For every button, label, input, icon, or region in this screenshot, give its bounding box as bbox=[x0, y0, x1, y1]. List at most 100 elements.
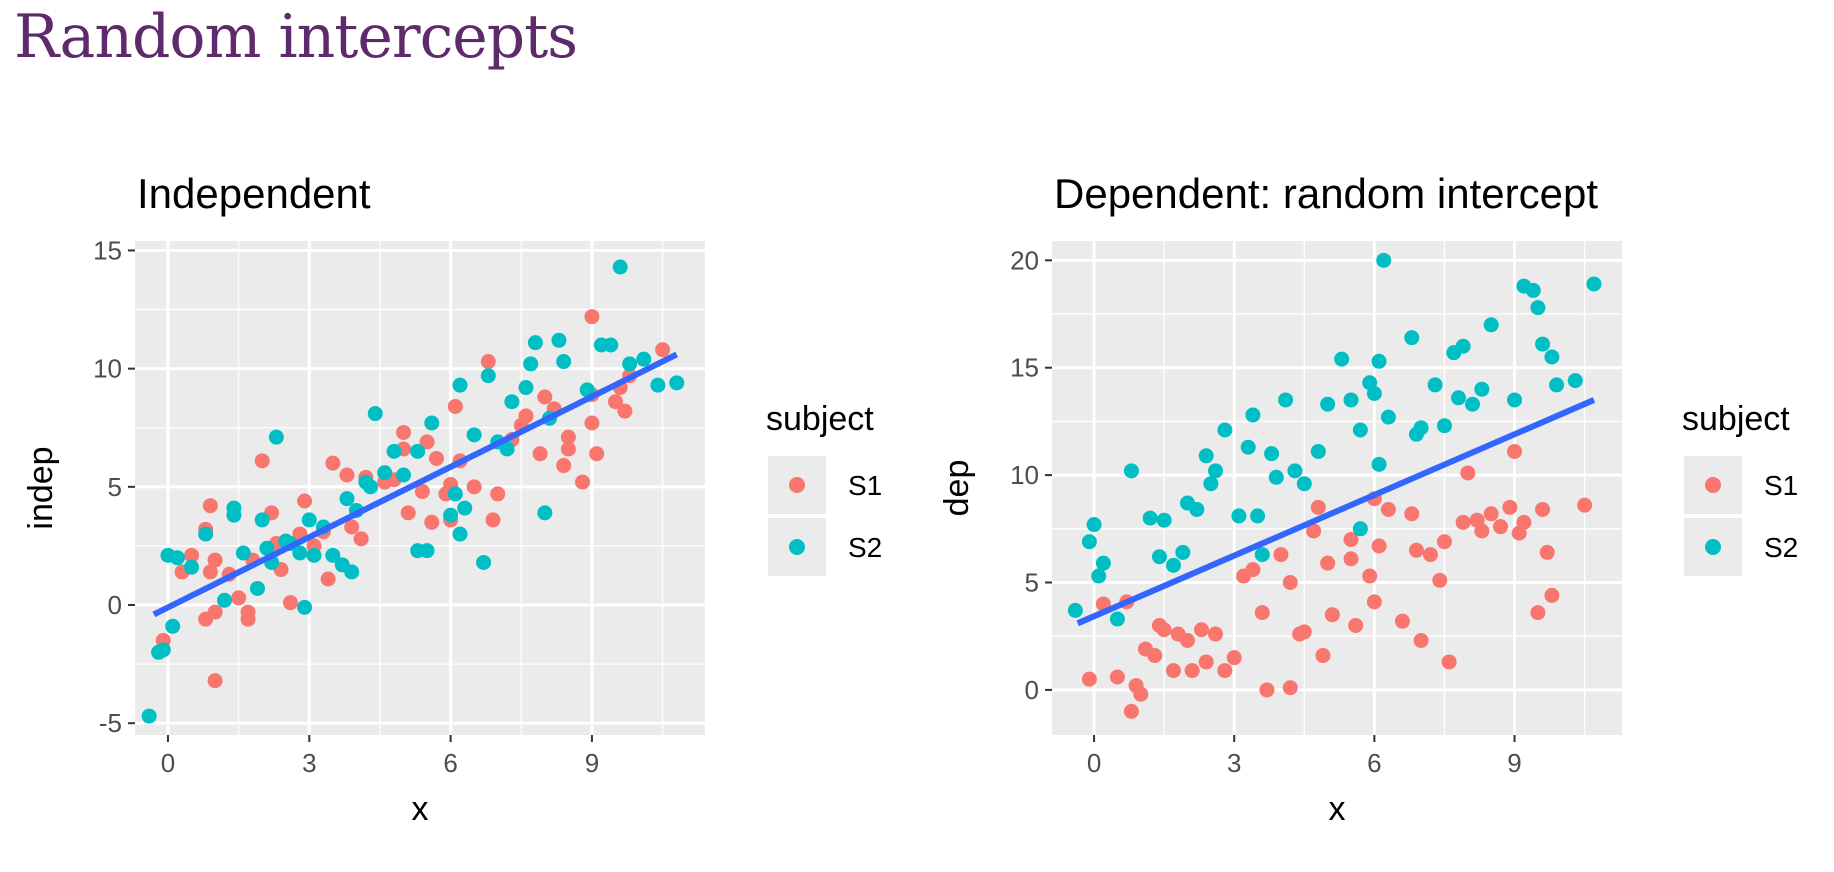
data-point-s1 bbox=[466, 479, 482, 495]
data-point-s2 bbox=[523, 356, 539, 372]
data-point-s1 bbox=[1179, 632, 1195, 648]
data-point-s1 bbox=[1348, 617, 1364, 633]
data-point-s1 bbox=[1320, 555, 1336, 571]
data-point-s2 bbox=[527, 335, 543, 351]
data-point-s1 bbox=[400, 505, 416, 521]
x-tick-label: 6 bbox=[1367, 748, 1381, 778]
data-point-s2 bbox=[1366, 385, 1382, 401]
data-point-s2 bbox=[217, 592, 233, 608]
data-point-s2 bbox=[1474, 381, 1490, 397]
data-point-s2 bbox=[1352, 422, 1368, 438]
legend-swatch-s2 bbox=[789, 539, 805, 555]
data-point-s1 bbox=[655, 342, 671, 358]
data-point-s2 bbox=[1198, 448, 1214, 464]
data-point-s2 bbox=[297, 599, 313, 615]
data-point-s1 bbox=[537, 389, 553, 405]
data-point-s1 bbox=[1282, 575, 1298, 591]
data-point-s2 bbox=[1436, 418, 1452, 434]
data-point-s2 bbox=[452, 377, 468, 393]
data-point-s2 bbox=[1189, 501, 1205, 517]
data-point-s2 bbox=[424, 415, 440, 431]
data-point-s1 bbox=[1133, 686, 1149, 702]
data-point-s2 bbox=[268, 429, 284, 445]
data-point-s2 bbox=[452, 526, 468, 542]
data-point-s1 bbox=[1493, 519, 1509, 535]
data-point-s1 bbox=[1502, 499, 1518, 515]
data-point-s1 bbox=[560, 441, 576, 457]
data-point-s2 bbox=[1427, 377, 1443, 393]
chart-2: 0 3 6 9 0 5 10 15 20 Dependent: random intercept x… bbox=[938, 170, 1798, 828]
data-point-s1 bbox=[414, 484, 430, 500]
data-point-s2 bbox=[1203, 476, 1219, 492]
data-point-s2 bbox=[579, 382, 595, 398]
data-point-s2 bbox=[1450, 390, 1466, 406]
data-point-s2 bbox=[1549, 377, 1565, 393]
y-tick-label: 5 bbox=[1025, 568, 1039, 598]
data-point-s2 bbox=[410, 443, 426, 459]
data-point-s1 bbox=[1380, 501, 1396, 517]
data-point-s2 bbox=[622, 356, 638, 372]
data-point-s1 bbox=[556, 458, 572, 474]
data-point-s2 bbox=[1175, 544, 1191, 560]
data-point-s2 bbox=[466, 427, 482, 443]
data-point-s1 bbox=[240, 611, 256, 627]
data-point-s1 bbox=[1147, 648, 1163, 664]
data-point-s1 bbox=[1254, 605, 1270, 621]
data-point-s2 bbox=[1278, 392, 1294, 408]
data-point-s1 bbox=[1081, 671, 1097, 687]
x-axis-label: x bbox=[412, 790, 429, 828]
data-point-s1 bbox=[184, 547, 200, 563]
data-point-s1 bbox=[207, 604, 223, 620]
data-point-s2 bbox=[344, 564, 360, 580]
data-point-s1 bbox=[344, 519, 360, 535]
data-point-s1 bbox=[1198, 654, 1214, 670]
data-point-s1 bbox=[1516, 514, 1532, 530]
data-point-s1 bbox=[1306, 523, 1322, 539]
data-point-s1 bbox=[254, 453, 270, 469]
data-point-s1 bbox=[490, 486, 506, 502]
data-point-s1 bbox=[1577, 497, 1593, 513]
data-point-s1 bbox=[207, 673, 223, 689]
data-point-s2 bbox=[254, 512, 270, 528]
data-point-s2 bbox=[396, 467, 412, 483]
data-point-s2 bbox=[1352, 521, 1368, 537]
slide-title: Random intercepts bbox=[14, 2, 578, 72]
data-point-s2 bbox=[1371, 353, 1387, 369]
data-point-s1 bbox=[1296, 624, 1312, 640]
data-point-s2 bbox=[1343, 392, 1359, 408]
data-point-s1 bbox=[1507, 443, 1523, 459]
data-point-s2 bbox=[1254, 547, 1270, 563]
data-point-s1 bbox=[424, 514, 440, 530]
data-point-s2 bbox=[1413, 420, 1429, 436]
data-point-s1 bbox=[1535, 501, 1551, 517]
data-point-s1 bbox=[1422, 547, 1438, 563]
data-point-s2 bbox=[1586, 276, 1602, 292]
data-point-s2 bbox=[419, 543, 435, 559]
x-tick-label: 0 bbox=[161, 748, 175, 778]
data-point-s2 bbox=[1507, 392, 1523, 408]
data-point-s2 bbox=[1455, 338, 1471, 354]
legend-label: S2 bbox=[1764, 532, 1798, 563]
data-point-s1 bbox=[202, 564, 218, 580]
data-point-s2 bbox=[518, 380, 534, 396]
data-point-s2 bbox=[1151, 549, 1167, 565]
chart-title: Independent bbox=[137, 170, 371, 217]
data-point-s2 bbox=[1483, 317, 1499, 333]
data-point-s1 bbox=[1366, 594, 1382, 610]
legend-swatch-s1 bbox=[789, 477, 805, 493]
data-point-s2 bbox=[249, 580, 265, 596]
data-point-s1 bbox=[1474, 523, 1490, 539]
data-point-s1 bbox=[1245, 562, 1261, 578]
data-point-s2 bbox=[669, 375, 685, 391]
data-point-s2 bbox=[537, 505, 553, 521]
data-point-s2 bbox=[1287, 463, 1303, 479]
data-point-s2 bbox=[165, 618, 181, 634]
data-point-s1 bbox=[1483, 506, 1499, 522]
x-tick-label: 9 bbox=[585, 748, 599, 778]
data-point-s1 bbox=[1259, 682, 1275, 698]
data-point-s2 bbox=[339, 491, 355, 507]
data-point-s1 bbox=[339, 467, 355, 483]
x-tick-label: 0 bbox=[1087, 748, 1101, 778]
data-point-s2 bbox=[1530, 300, 1546, 316]
